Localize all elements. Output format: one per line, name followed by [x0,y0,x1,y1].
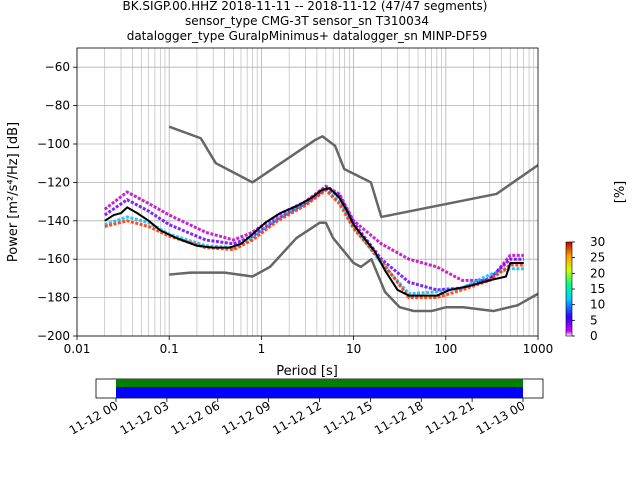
series-mode [104,187,524,297]
colorbar-gradient [565,241,573,337]
timeline-tick-label: 11-13 00 [474,398,528,437]
chart-title: BK.SIGP.00.HHZ 2018-11-11 -- 2018-11-12 … [123,0,488,43]
timeline-tick-label: 11-12 09 [219,398,273,437]
y-tick-label: −120 [37,175,70,189]
colorbar-tick-label: 15 [590,282,605,296]
series-lines [104,125,538,313]
colorbar-tick-label: 10 [590,298,605,312]
x-tick-label: 1000 [523,342,554,356]
grid-lines [76,48,538,337]
colorbar-tick-label: 20 [590,266,605,280]
timeline-tick-label: 11-12 15 [321,398,375,437]
series-low-noise-model [169,221,538,313]
y-axis-label: Power [m²/s⁴/Hz] [dB] [6,122,21,262]
pdf-band-line [103,184,524,282]
pdf-band-line [104,188,524,296]
x-tick-label: 0.01 [64,342,91,356]
colorbar-tick-label: 0 [590,329,598,343]
timeline-tick-label: 11-12 00 [67,398,121,437]
y-tick-label: −200 [37,329,70,343]
colorbar-tick-label: 30 [590,235,605,249]
timeline-tick-label: 11-12 06 [169,398,223,437]
x-tick-label: 10 [346,342,361,356]
colorbar-label: [%] [613,181,628,204]
y-tick-label: −160 [37,252,70,266]
y-tick-label: −60 [45,60,70,74]
pdf-band-line [104,188,524,300]
title-line-3: datalogger_type GuralpMinimus+ datalogge… [127,29,488,43]
y-axis-ticks: −60 −80 −100 −120 −140 −160 −180 −200 [37,60,77,343]
x-axis-ticks: 0.01 0.1 1 10 100 1000 [64,336,554,356]
y-tick-label: −80 [45,99,70,113]
x-tick-label: 1 [258,342,266,356]
timeline-tick-label: 11-12 21 [423,398,477,437]
colorbar-tick-label: 5 [590,313,598,327]
timeline-data-band [116,379,523,387]
timeline-psd-band [116,387,523,398]
y-tick-label: −100 [37,137,70,151]
plot-frame [76,47,539,337]
timeline-tick-label: 11-12 03 [118,398,172,437]
title-line-1: BK.SIGP.00.HHZ 2018-11-11 -- 2018-11-12 … [123,0,488,13]
x-axis-label: Period [s] [276,364,338,379]
probability-density [103,184,524,300]
series-high-noise-model [168,125,538,219]
title-line-2: sensor_type CMG-3T sensor_sn T310034 [185,14,429,28]
colorbar-tick-label: 25 [590,251,605,265]
timeline-tick-label: 11-12 12 [270,398,324,437]
x-tick-label: 100 [434,342,457,356]
pdf-band-line [103,186,524,292]
x-tick-label: 0.1 [160,342,179,356]
y-tick-label: −180 [37,291,70,305]
y-tick-label: −140 [37,214,70,228]
timeline-tick-label: 11-12 18 [372,398,426,437]
